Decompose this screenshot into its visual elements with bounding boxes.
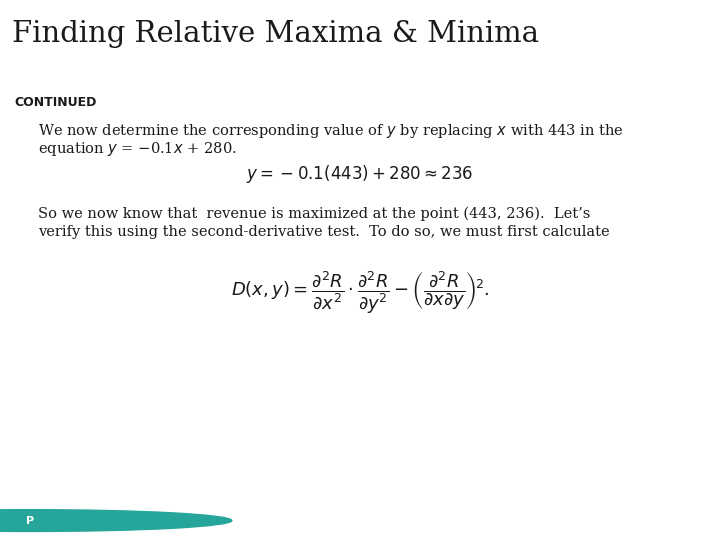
Text: So we now know that  revenue is maximized at the point (443, 236).  Let’s: So we now know that revenue is maximized… [38, 207, 590, 221]
Circle shape [0, 510, 232, 531]
Text: Slide 36: Slide 36 [644, 514, 700, 528]
Text: We now determine the corresponding value of $y$ by replacing $x$ with 443 in the: We now determine the corresponding value… [38, 122, 624, 140]
Text: $D(x,y)=\dfrac{\partial^2 R}{\partial x^2}\cdot\dfrac{\partial^2 R}{\partial y^2: $D(x,y)=\dfrac{\partial^2 R}{\partial x^… [231, 269, 489, 315]
Text: verify this using the second-derivative test.  To do so, we must first calculate: verify this using the second-derivative … [38, 225, 610, 239]
Text: equation $y$ = $-$0.1$x$ + 280.: equation $y$ = $-$0.1$x$ + 280. [38, 140, 237, 158]
Text: Goldstein/Schneider/Lay/Asmar, Calculus and Its Applications, 14e: Goldstein/Schneider/Lay/Asmar, Calculus … [210, 509, 510, 518]
Text: Finding Relative Maxima & Minima: Finding Relative Maxima & Minima [12, 19, 539, 48]
Text: Pearson: Pearson [61, 514, 118, 527]
Text: P: P [26, 516, 35, 525]
Text: $y = -0.1(443) + 280 \approx 236$: $y = -0.1(443) + 280 \approx 236$ [246, 163, 474, 185]
Text: CONTINUED: CONTINUED [14, 96, 96, 109]
Text: Copyright © 2018, 2014, 2010 Pearson Education Inc.: Copyright © 2018, 2014, 2010 Pearson Edu… [257, 524, 463, 533]
